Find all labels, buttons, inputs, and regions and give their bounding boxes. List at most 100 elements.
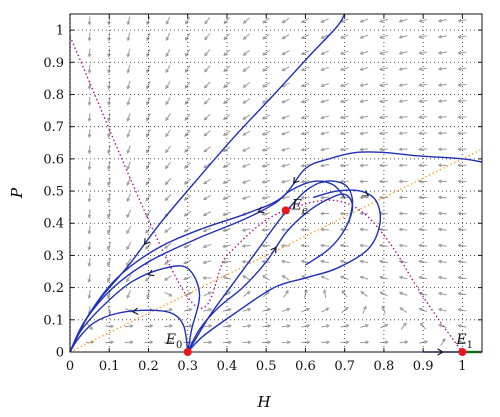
vector-field-arrow <box>106 257 112 267</box>
vector-field-arrow <box>222 228 231 232</box>
vector-field-arrow <box>457 195 467 200</box>
y-tick-label: 1 <box>56 24 64 39</box>
trajectory <box>187 193 354 353</box>
vector-field-arrow <box>107 48 111 58</box>
vector-field-arrow <box>340 275 349 280</box>
vector-field-arrow <box>399 307 408 313</box>
vector-field-arrow <box>359 131 369 136</box>
trajectory-arrow <box>292 176 300 184</box>
vector-field-arrow <box>261 82 270 88</box>
vector-field-arrow <box>437 147 447 152</box>
vector-field-arrow <box>146 48 151 58</box>
vector-field-arrow <box>320 275 329 281</box>
vector-field-arrow <box>87 193 92 203</box>
vector-field-arrow <box>184 145 191 153</box>
vector-field-arrow <box>146 113 151 122</box>
vector-field-arrow <box>418 163 428 168</box>
vector-field-arrow <box>204 65 211 73</box>
vector-field-arrow <box>457 275 467 280</box>
vector-field-arrow <box>87 290 92 300</box>
vector-field-arrow <box>242 114 251 120</box>
trajectory-arrow <box>257 206 265 213</box>
vector-field-arrow <box>203 162 211 169</box>
vector-field-arrow <box>203 97 211 105</box>
vector-field-arrow <box>437 18 447 23</box>
vector-field-arrow <box>398 163 408 168</box>
vector-field-arrow <box>281 115 290 120</box>
vector-field-arrow <box>378 83 388 87</box>
vector-field-arrow <box>241 179 251 184</box>
vector-field-arrow <box>280 259 290 264</box>
vector-field-arrow <box>359 34 369 39</box>
vector-field-arrow <box>165 145 171 154</box>
vector-field-arrow <box>339 163 349 168</box>
vector-field-arrow <box>281 307 291 312</box>
y-axis-label: P <box>8 187 26 199</box>
vector-field-arrow <box>300 115 310 120</box>
vector-field-arrow <box>437 99 447 103</box>
vector-field-arrow <box>163 259 172 265</box>
vector-field-arrow <box>126 80 131 90</box>
vector-field-arrow <box>437 227 447 232</box>
vector-field-arrow <box>203 178 211 185</box>
vector-field-arrow <box>261 163 271 168</box>
vector-field-arrow <box>399 340 409 345</box>
equilibrium-label: Ee <box>291 197 308 216</box>
vector-field-arrow <box>145 177 152 186</box>
vector-field-arrow <box>418 211 428 216</box>
vector-field-arrow <box>261 130 271 136</box>
vector-field-arrow <box>164 324 174 328</box>
vector-field-arrow <box>204 33 211 41</box>
x-tick-label: 0.5 <box>256 359 277 374</box>
vector-field-arrow <box>146 129 151 138</box>
vector-field-arrow <box>242 33 250 40</box>
vector-field-arrow <box>241 228 251 232</box>
vector-field-arrow <box>281 275 290 281</box>
vector-field-arrow <box>165 64 171 74</box>
vector-field-arrow <box>242 82 251 88</box>
vector-field-arrow <box>360 323 370 328</box>
trajectory-arrow <box>143 238 151 246</box>
vector-field-arrow <box>87 209 92 219</box>
vector-field-arrow <box>457 227 467 232</box>
vector-field-arrow <box>280 163 290 168</box>
vector-field-arrow <box>261 179 271 184</box>
x-tick-label: 0.8 <box>374 359 395 374</box>
vector-field-arrow <box>183 227 192 233</box>
trajectories <box>69 13 483 356</box>
vector-field-arrow <box>145 242 152 250</box>
vector-field-arrow <box>320 243 330 248</box>
vector-field-arrow <box>184 65 191 73</box>
vector-field-arrow <box>164 161 171 170</box>
vector-field-arrow <box>223 97 231 105</box>
vector-field-arrow <box>202 276 212 280</box>
vector-field-arrow <box>107 161 111 171</box>
vector-field-arrow <box>146 145 151 154</box>
equilibrium-point <box>458 348 467 356</box>
equilibrium-label: E1 <box>455 332 473 351</box>
vector-field-arrow <box>300 195 310 200</box>
vector-field-arrow <box>242 307 252 312</box>
vector-field-arrow <box>222 114 231 121</box>
trajectory-arrow <box>362 190 370 197</box>
vector-field-arrow <box>457 18 467 23</box>
vector-field-arrow <box>126 113 131 122</box>
vector-field-arrow <box>398 243 408 248</box>
vector-field-arrow <box>182 276 192 281</box>
y-tick-label: 0.3 <box>43 249 64 264</box>
vector-field-arrow <box>87 241 92 251</box>
trajectory-arrow <box>131 307 139 315</box>
vector-field-arrow <box>320 66 329 72</box>
vector-field-arrow <box>418 67 428 71</box>
vector-field-arrow <box>457 115 467 119</box>
vector-field-arrow <box>339 83 349 88</box>
vector-field-arrow <box>126 48 131 58</box>
vector-field-arrow <box>457 211 467 216</box>
vector-field-arrow <box>398 115 408 120</box>
vector-field-arrow <box>261 227 271 232</box>
vector-field-arrow <box>145 226 152 234</box>
vector-field-arrow <box>359 115 369 120</box>
vector-field-arrow <box>437 307 447 312</box>
vector-field-arrow <box>126 193 131 203</box>
vector-field-arrow <box>437 275 447 280</box>
